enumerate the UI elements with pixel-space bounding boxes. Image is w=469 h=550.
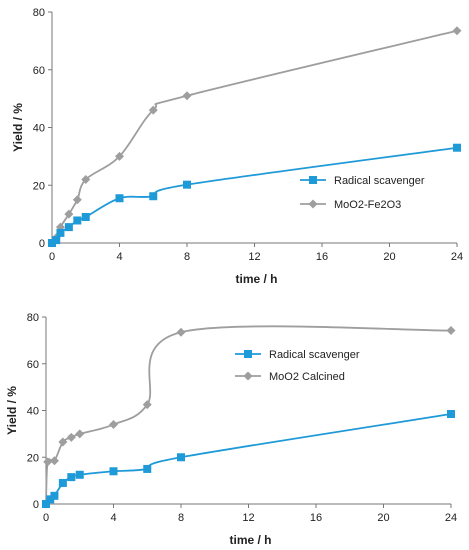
x-tick-label: 8 [184,251,190,263]
series-square [48,143,461,247]
data-point [453,143,461,152]
legend-marker [243,371,253,381]
data-point [67,473,76,482]
data-point [50,491,59,500]
x-tick-label: 24 [451,251,463,263]
x-tick-label: 20 [383,251,395,263]
y-tick-label: 20 [33,180,45,192]
legend: Radical scavenger MoO2-Fe2O3 [300,175,425,211]
y-axis-title: Yield / % [11,103,25,152]
data-point [115,151,124,161]
data-point [75,429,85,439]
data-point [56,228,65,237]
data-point [64,209,74,219]
data-point [66,432,76,442]
legend: Radical scavenger MoO2 Calcined [235,349,360,383]
data-point [73,216,82,225]
data-point [183,180,191,189]
y-tick-label: 40 [33,123,45,135]
legend-label: MoO2 Calcined [269,371,345,383]
series-line [51,29,458,244]
y-tick-label: 20 [27,452,39,464]
x-tick-label: 4 [110,512,116,524]
data-point [115,194,124,203]
y-tick-label: 80 [27,312,39,324]
data-point [72,195,82,205]
x-tick-label: 12 [242,512,254,524]
x-tick-label: 16 [310,512,322,524]
data-point [143,464,152,473]
data-point [446,326,456,336]
chart-2: 0 20 40 60 80 0 4 8 12 16 20 24 time / h Yield / % Rad… [5,312,457,547]
x-axis-title: time / h [229,533,271,547]
data-point [81,174,91,184]
data-point [58,437,68,447]
data-point [48,239,56,247]
data-point [149,192,158,201]
legend-label: MoO2-Fe2O3 [334,199,401,211]
data-point [109,420,118,430]
x-tick-label: 8 [178,512,184,524]
data-point [177,453,185,462]
x-tick-label: 20 [377,512,389,524]
x-tick-label: 0 [43,512,49,524]
data-point [447,410,455,419]
legend-marker [244,350,252,358]
y-tick-label: 40 [27,406,39,418]
chart-1: 0 20 40 60 80 0 4 8 12 16 20 24 time / h Yield / % Rad… [11,7,463,286]
data-point [75,470,84,479]
series-square [42,410,455,508]
y-tick-label: 60 [27,359,39,371]
data-point [176,327,186,337]
y-tick-label: 0 [39,238,45,250]
data-point [64,223,73,232]
data-point [52,236,61,245]
data-point [58,478,67,487]
series-diamond [41,325,456,509]
x-tick-label: 12 [248,251,260,263]
data-point [182,91,192,101]
data-point [42,500,50,508]
legend-label: Radical scavenger [334,175,425,187]
x-tick-label: 0 [49,251,55,263]
series-diamond [47,26,462,248]
data-point [81,213,90,222]
data-point [49,456,59,466]
y-tick-label: 0 [33,499,39,511]
legend-marker [309,176,317,184]
y-tick-label: 80 [33,7,45,19]
data-point [148,105,158,115]
data-point [452,26,462,36]
data-point [43,457,53,467]
x-tick-label: 24 [445,512,457,524]
data-point [109,467,118,476]
x-tick-label: 4 [116,251,122,263]
data-point [46,495,55,504]
legend-marker [308,199,318,209]
legend-label: Radical scavenger [269,349,360,361]
x-tick-label: 16 [316,251,328,263]
data-point [142,400,152,410]
y-tick-label: 60 [33,65,45,77]
y-axis-title: Yield / % [5,386,19,435]
x-axis-title: time / h [235,272,277,286]
